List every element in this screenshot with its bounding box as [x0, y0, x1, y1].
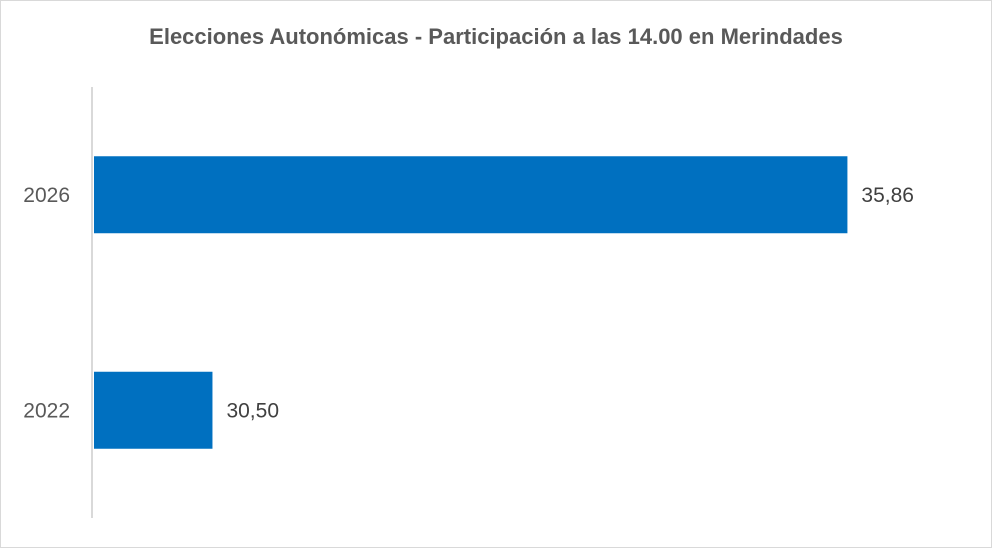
chart-title: Elecciones Autonómicas - Participación a…: [149, 24, 843, 49]
category-label-2026: 2026: [23, 184, 70, 207]
data-label-2026: 35,86: [861, 184, 914, 207]
bar-2022: [94, 371, 213, 449]
category-label-2022: 2022: [23, 399, 70, 422]
bar-2026: [94, 156, 848, 234]
data-label-2022: 30,50: [226, 399, 279, 422]
